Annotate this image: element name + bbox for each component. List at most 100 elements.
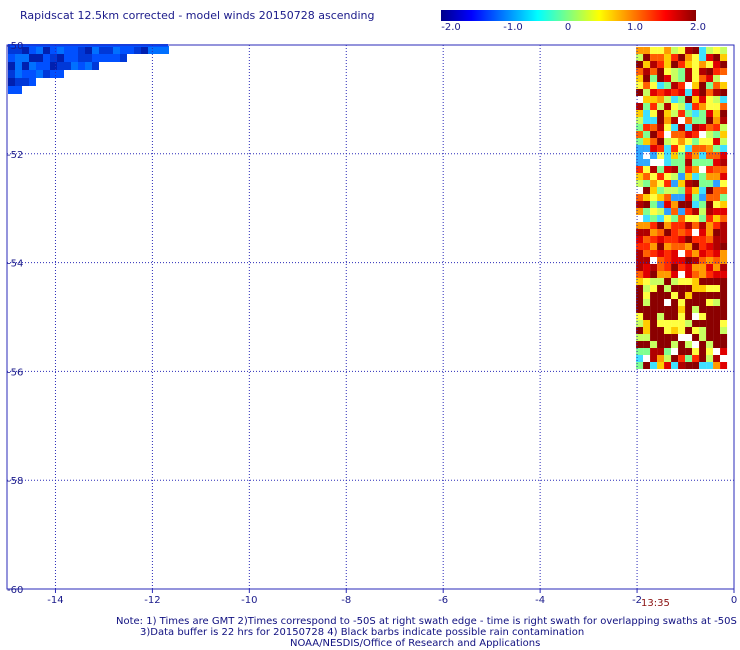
swath-cell bbox=[650, 96, 658, 103]
swath-cell bbox=[713, 124, 721, 131]
swath-cell bbox=[650, 285, 658, 292]
swath-cell bbox=[706, 222, 714, 229]
swath-cell bbox=[720, 180, 728, 187]
swath-cell bbox=[678, 96, 686, 103]
footnote-line-3: NOAA/NESDIS/Office of Research and Appli… bbox=[290, 638, 541, 649]
swath-cell bbox=[85, 54, 92, 62]
swath-cell bbox=[664, 292, 672, 299]
x-tick-label: -10 bbox=[241, 595, 257, 606]
swath-cell bbox=[720, 96, 728, 103]
swath-cell bbox=[678, 208, 686, 215]
swath-cell bbox=[713, 75, 721, 82]
swath-cell bbox=[699, 306, 707, 313]
swath-cell bbox=[713, 145, 721, 152]
swath-cell bbox=[685, 110, 693, 117]
swath-cell bbox=[671, 355, 679, 362]
swath-cell bbox=[699, 61, 707, 68]
swath-cell bbox=[650, 313, 658, 320]
swath-cell bbox=[720, 208, 728, 215]
swath-cell bbox=[636, 264, 644, 271]
swath-cell bbox=[657, 89, 665, 96]
swath-cell bbox=[678, 47, 686, 54]
swath-cell bbox=[699, 264, 707, 271]
swath-cell bbox=[643, 103, 651, 110]
swath-cell bbox=[671, 341, 679, 348]
swath-cell bbox=[671, 194, 679, 201]
swath-cell bbox=[643, 355, 651, 362]
swath-cell bbox=[720, 229, 728, 236]
swath-cell bbox=[692, 320, 700, 327]
swath-cell bbox=[685, 299, 693, 306]
swath-cell bbox=[699, 313, 707, 320]
swath-cell bbox=[664, 124, 672, 131]
swath-cell bbox=[671, 180, 679, 187]
swath-cell bbox=[664, 103, 672, 110]
swath-cell bbox=[720, 362, 728, 369]
swath-cell bbox=[720, 285, 728, 292]
colorbar-tick: -1.0 bbox=[503, 22, 523, 33]
swath-cell bbox=[713, 215, 721, 222]
swath-cell bbox=[706, 313, 714, 320]
swath-cell bbox=[706, 124, 714, 131]
swath-cell bbox=[699, 208, 707, 215]
swath-cell bbox=[671, 313, 679, 320]
swath-cell bbox=[650, 348, 658, 355]
swath-cell bbox=[692, 131, 700, 138]
swath-cell bbox=[636, 159, 644, 166]
swath-cell bbox=[671, 348, 679, 355]
swath-cell bbox=[657, 285, 665, 292]
swath-cell bbox=[664, 236, 672, 243]
swath-cell bbox=[643, 320, 651, 327]
swath-cell bbox=[692, 292, 700, 299]
swath-cell bbox=[685, 201, 693, 208]
swath-cell bbox=[636, 194, 644, 201]
swath-cell bbox=[643, 306, 651, 313]
swath-cell bbox=[664, 82, 672, 89]
swath-cell bbox=[636, 61, 644, 68]
swath-cell bbox=[636, 166, 644, 173]
swath-cell bbox=[657, 75, 665, 82]
swath-cell bbox=[664, 61, 672, 68]
swath-cell bbox=[43, 70, 50, 78]
swath-cell bbox=[692, 257, 700, 264]
swath-cell bbox=[671, 236, 679, 243]
swath-cell bbox=[685, 264, 693, 271]
swath-cell bbox=[699, 103, 707, 110]
swath-cell bbox=[713, 54, 721, 61]
swath-cell bbox=[85, 62, 92, 70]
swath-cell bbox=[657, 68, 665, 75]
swath-cell bbox=[671, 75, 679, 82]
swath-cell bbox=[657, 250, 665, 257]
swath-cell bbox=[685, 341, 693, 348]
swath-cell bbox=[699, 215, 707, 222]
swath-cell bbox=[699, 222, 707, 229]
swath-cell bbox=[664, 159, 672, 166]
swath-cell bbox=[36, 54, 43, 62]
swath-cell bbox=[671, 327, 679, 334]
swath-cell bbox=[692, 306, 700, 313]
swath-cell bbox=[650, 355, 658, 362]
swath-cell bbox=[643, 348, 651, 355]
swath-cell bbox=[636, 47, 644, 54]
swath-cell bbox=[706, 299, 714, 306]
y-tick-label: -50 bbox=[7, 41, 23, 52]
swath-cell bbox=[692, 54, 700, 61]
swath-cell bbox=[650, 229, 658, 236]
swath-cell bbox=[685, 229, 693, 236]
swath-cell bbox=[706, 103, 714, 110]
swath-cell bbox=[692, 75, 700, 82]
swath-cell bbox=[699, 145, 707, 152]
swath-cell bbox=[720, 159, 728, 166]
swath-cell bbox=[650, 82, 658, 89]
swath-cell bbox=[664, 320, 672, 327]
swath-cell bbox=[643, 334, 651, 341]
swath-cell bbox=[671, 271, 679, 278]
swath-cell bbox=[64, 46, 71, 54]
swath-cell bbox=[57, 70, 64, 78]
swath-cell bbox=[643, 145, 651, 152]
swath-cell bbox=[657, 166, 665, 173]
swath-cell bbox=[657, 138, 665, 145]
swath-cell bbox=[643, 208, 651, 215]
swath-cell bbox=[636, 138, 644, 145]
swath-cell bbox=[713, 362, 721, 369]
